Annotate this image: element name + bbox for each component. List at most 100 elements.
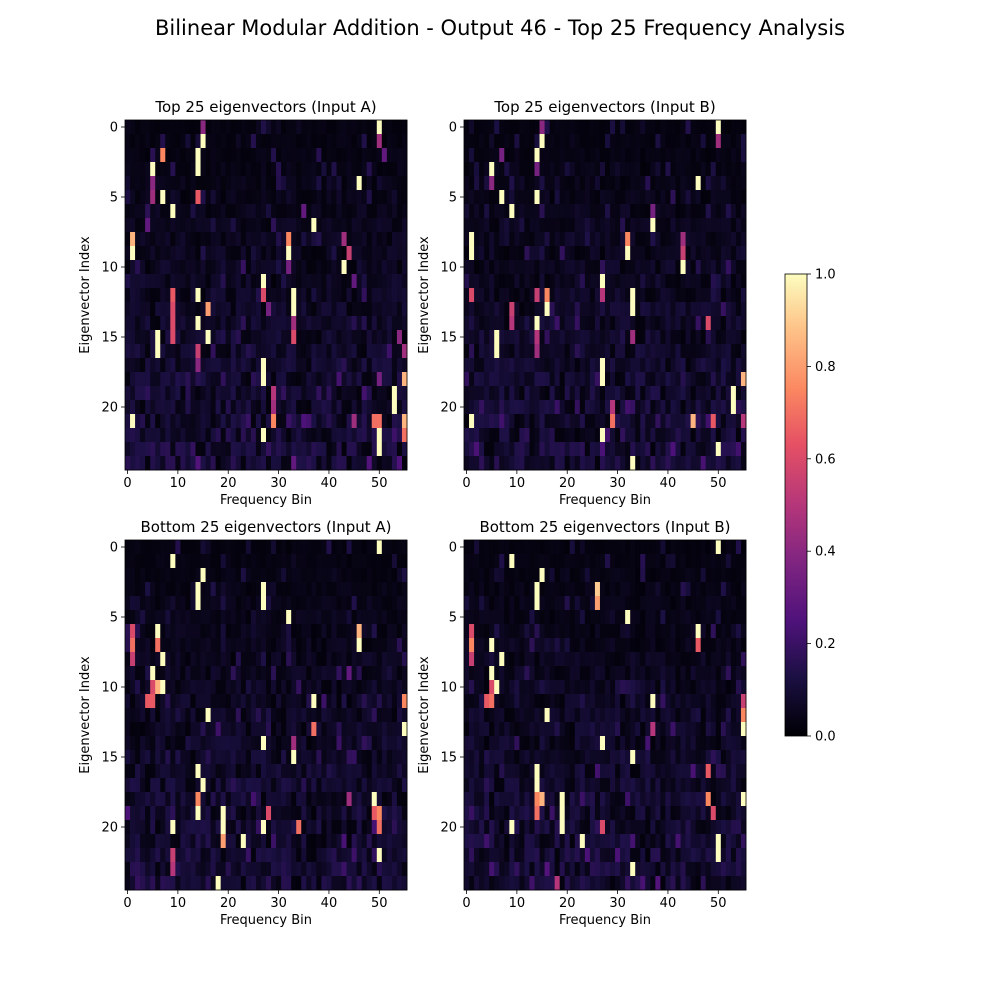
- heatmap-cell: [545, 246, 550, 260]
- heatmap-cell: [741, 358, 746, 372]
- heatmap-cell: [241, 428, 246, 442]
- heatmap-cell: [550, 190, 555, 204]
- heatmap-cell: [306, 358, 311, 372]
- heatmap-cell: [170, 694, 175, 708]
- heatmap-cell: [145, 204, 150, 218]
- heatmap-cell: [519, 260, 524, 274]
- heatmap-cell: [211, 568, 216, 582]
- heatmap-cell: [180, 134, 185, 148]
- heatmap-cell: [580, 162, 585, 176]
- heatmap-cell: [130, 708, 135, 722]
- heatmap-cell: [306, 708, 311, 722]
- heatmap-cell: [670, 414, 675, 428]
- heatmap-cell: [266, 330, 271, 344]
- heatmap-cell: [175, 372, 180, 386]
- heatmap-cell: [600, 316, 605, 330]
- heatmap-cell: [266, 876, 271, 890]
- heatmap-cell: [196, 414, 201, 428]
- heatmap-cell: [387, 708, 392, 722]
- heatmap-cell: [236, 596, 241, 610]
- heatmap-cell: [645, 190, 650, 204]
- heatmap-cell: [342, 372, 347, 386]
- heatmap-cell: [301, 330, 306, 344]
- heatmap-cell: [701, 456, 706, 470]
- heatmap-cell: [216, 358, 221, 372]
- heatmap-cell: [216, 176, 221, 190]
- heatmap-cell: [681, 386, 686, 400]
- heatmap-cell: [736, 246, 741, 260]
- heatmap-cell: [382, 148, 387, 162]
- heatmap-cell: [326, 456, 331, 470]
- heatmap-cell: [256, 316, 261, 330]
- heatmap-cell: [362, 288, 367, 302]
- heatmap-cell: [464, 204, 469, 218]
- heatmap-cell: [565, 372, 570, 386]
- heatmap-cell: [580, 554, 585, 568]
- heatmap-cell: [357, 764, 362, 778]
- heatmap-cell: [160, 400, 165, 414]
- heatmap-cell: [155, 316, 160, 330]
- heatmap-cell: [362, 582, 367, 596]
- heatmap-cell: [362, 456, 367, 470]
- heatmap-cell: [125, 750, 130, 764]
- heatmap-cell: [580, 218, 585, 232]
- heatmap-cell: [474, 568, 479, 582]
- heatmap-cell: [469, 568, 474, 582]
- heatmap-cell: [402, 190, 407, 204]
- heatmap-cell: [347, 176, 352, 190]
- heatmap-cell: [326, 778, 331, 792]
- heatmap-cell: [489, 442, 494, 456]
- heatmap-cell: [600, 358, 605, 372]
- heatmap-cell: [135, 792, 140, 806]
- heatmap-cell: [296, 582, 301, 596]
- heatmap-cell: [489, 694, 494, 708]
- heatmap-cell: [519, 204, 524, 218]
- heatmap-cell: [524, 190, 529, 204]
- heatmap-cell: [342, 288, 347, 302]
- heatmap-cell: [140, 330, 145, 344]
- heatmap-cell: [201, 218, 206, 232]
- heatmap-cell: [165, 204, 170, 218]
- heatmap-cell: [686, 456, 691, 470]
- y-tick-label: 15: [101, 751, 118, 766]
- heatmap-cell: [372, 400, 377, 414]
- heatmap-cell: [155, 540, 160, 554]
- heatmap-cell: [140, 162, 145, 176]
- heatmap-cell: [741, 442, 746, 456]
- heatmap-cell: [316, 414, 321, 428]
- heatmap-cell: [630, 134, 635, 148]
- heatmap-cell: [145, 876, 150, 890]
- heatmap-cell: [494, 260, 499, 274]
- heatmap-cell: [266, 778, 271, 792]
- heatmap-cell: [610, 260, 615, 274]
- heatmap-cell: [185, 694, 190, 708]
- heatmap-cell: [201, 260, 206, 274]
- heatmap-cell: [660, 372, 665, 386]
- heatmap-cell: [201, 386, 206, 400]
- heatmap-cell: [211, 554, 216, 568]
- heatmap-cell: [519, 666, 524, 680]
- heatmap-cell: [125, 876, 130, 890]
- heatmap-cell: [337, 848, 342, 862]
- heatmap-cell: [535, 624, 540, 638]
- heatmap-cell: [140, 806, 145, 820]
- heatmap-cell: [655, 372, 660, 386]
- heatmap-cell: [160, 386, 165, 400]
- heatmap-cell: [211, 162, 216, 176]
- heatmap-cell: [484, 204, 489, 218]
- heatmap-cell: [342, 176, 347, 190]
- heatmap-cell: [676, 190, 681, 204]
- heatmap-cell: [665, 428, 670, 442]
- heatmap-cell: [630, 274, 635, 288]
- heatmap-cell: [535, 372, 540, 386]
- heatmap-cell: [665, 330, 670, 344]
- heatmap-cell: [352, 232, 357, 246]
- heatmap-cell: [316, 736, 321, 750]
- heatmap-cell: [741, 176, 746, 190]
- heatmap-cell: [301, 442, 306, 456]
- heatmap-cell: [316, 862, 321, 876]
- heatmap-cell: [387, 148, 392, 162]
- heatmap-cell: [352, 274, 357, 288]
- heatmap-cell: [402, 652, 407, 666]
- heatmap-cell: [625, 246, 630, 260]
